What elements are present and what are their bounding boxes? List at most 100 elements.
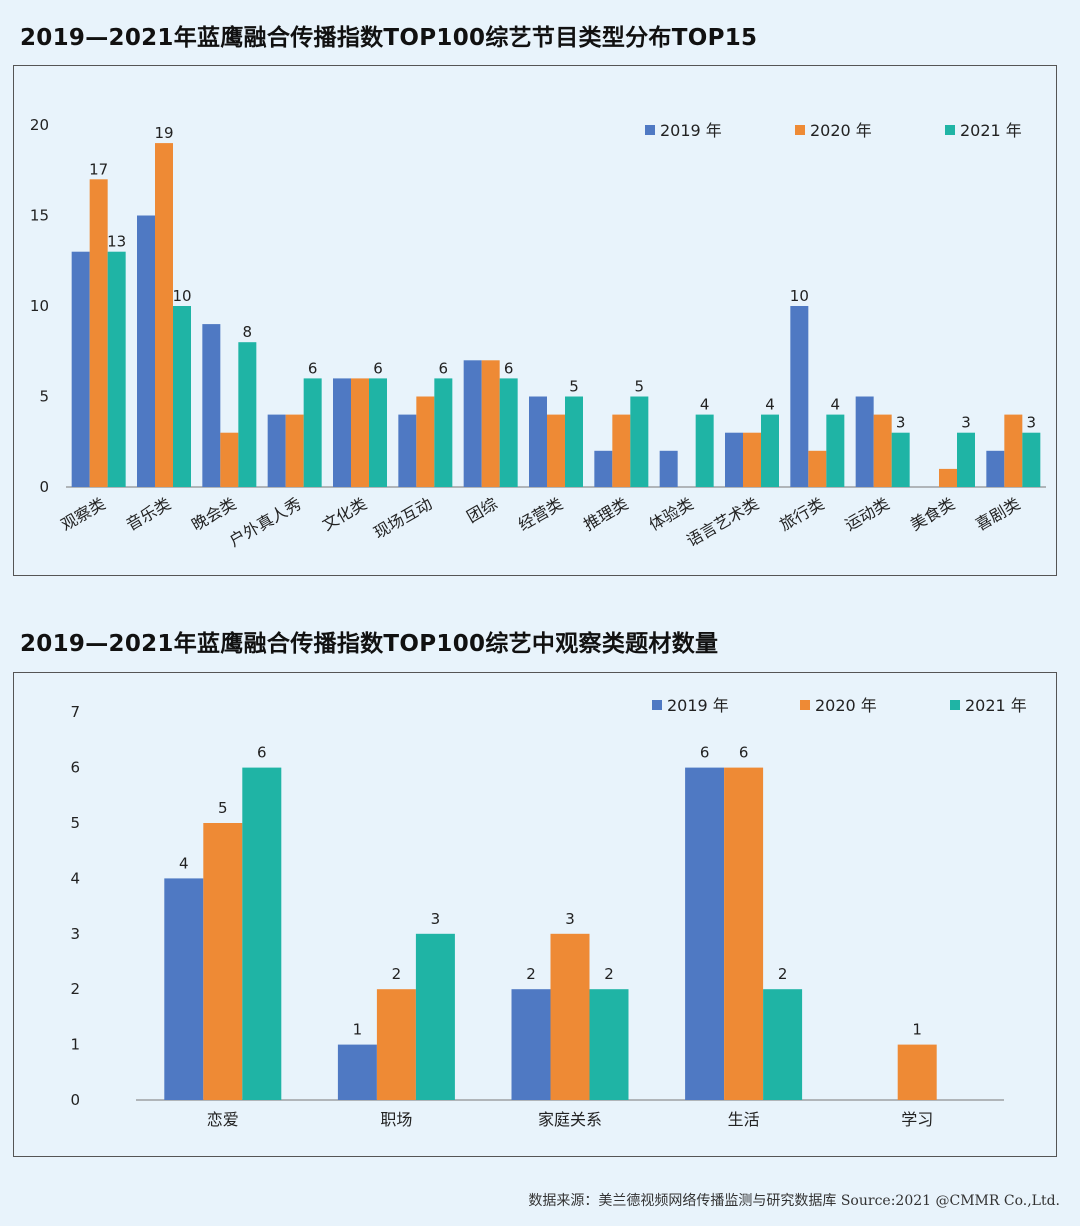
data-label: 10: [790, 287, 809, 305]
data-label: 3: [565, 910, 575, 928]
data-label: 6: [700, 744, 710, 762]
data-label: 2: [526, 965, 536, 983]
data-label: 2: [604, 965, 614, 983]
data-label: 3: [1027, 414, 1037, 432]
data-label: 19: [154, 124, 173, 142]
y-tick-label: 20: [30, 116, 49, 134]
bar-2019-恋爱: [164, 878, 204, 1100]
data-label: 1: [353, 1021, 363, 1039]
bar-2019-户外真人秀: [267, 414, 286, 487]
bar-2021-家庭关系: [589, 989, 629, 1100]
bar-2019-体验类: [659, 450, 678, 487]
legend-swatch-2019: [645, 125, 655, 135]
bar-2019-旅行类: [790, 306, 809, 487]
data-label: 17: [89, 160, 108, 178]
x-tick-label: 喜剧类: [972, 494, 1023, 534]
bar-2019-职场: [337, 1044, 377, 1100]
bar-2020-户外真人秀: [285, 414, 304, 487]
data-label: 13: [107, 233, 126, 251]
x-tick-label: 生活: [728, 1110, 760, 1129]
y-tick-label: 0: [70, 1091, 80, 1109]
x-tick-label: 音乐类: [123, 494, 174, 534]
legend-label: 2021 年: [965, 696, 1027, 715]
bar-2020-推理类: [612, 414, 631, 487]
bar-2021-运动类: [891, 432, 910, 487]
bar-2019-观察类: [71, 251, 90, 487]
x-tick-label: 职场: [380, 1110, 412, 1129]
bar-2021-经营类: [565, 396, 583, 487]
bar-2019-现场互动: [398, 414, 417, 487]
bar-2021-户外真人秀: [303, 378, 322, 487]
bar-2021-现场互动: [434, 378, 453, 487]
data-label: 4: [700, 396, 710, 414]
chart2-svg: 0 1 2 3 4 5 6 7 4 5 6 恋爱 1 2 3 职场 2 3 2 家庭关系 6 6 2 生活 1 学习 2019 年 2…: [70, 696, 1027, 1129]
bar-2020-观察类: [89, 179, 108, 488]
x-tick-label: 学习: [901, 1110, 933, 1129]
legend-swatch-2020: [800, 700, 810, 710]
bar-2019-音乐类: [137, 215, 155, 487]
bar-2021-团综: [499, 378, 518, 487]
x-tick-label: 运动类: [842, 494, 893, 534]
bar-2020-生活: [724, 767, 764, 1100]
bar-2021-语言艺术类: [761, 414, 779, 487]
y-tick-label: 3: [70, 925, 80, 943]
y-tick-label: 7: [70, 703, 80, 721]
bar-2021-旅行类: [826, 414, 845, 487]
bar-2019-团综: [463, 360, 482, 487]
data-label: 6: [373, 359, 383, 377]
y-tick-label: 2: [70, 980, 80, 998]
data-label: 5: [635, 378, 645, 396]
bar-2020-学习: [897, 1044, 937, 1100]
data-label: 10: [172, 287, 191, 305]
legend-label: 2020 年: [810, 121, 872, 140]
bar-2019-家庭关系: [511, 989, 551, 1100]
bar-2021-晚会类: [238, 342, 257, 487]
bar-2020-现场互动: [416, 396, 435, 487]
bar-2020-喜剧类: [1004, 414, 1023, 487]
x-tick-label: 户外真人秀: [226, 494, 305, 550]
bar-2019-经营类: [529, 396, 547, 487]
x-tick-label: 家庭关系: [538, 1110, 602, 1129]
data-label: 3: [431, 910, 441, 928]
legend-label: 2019 年: [660, 121, 722, 140]
bar-2020-恋爱: [203, 823, 243, 1100]
legend-swatch-2021: [945, 125, 955, 135]
chart2-title: 2019—2021年蓝鹰融合传播指数TOP100综艺中观察类题材数量: [20, 631, 719, 657]
data-label: 8: [243, 323, 253, 341]
bar-2021-文化类: [369, 378, 387, 487]
data-label: 4: [831, 396, 841, 414]
bar-2020-运动类: [873, 414, 892, 487]
legend-swatch-2020: [795, 125, 805, 135]
chart1-panel: 0 5 10 15 20 17 13 观察类 19 10 音乐类 8 晚会类 6 户外真人秀 6 文化类 6 现场互…: [13, 65, 1057, 576]
legend-swatch-2021: [950, 700, 960, 710]
bar-2020-旅行类: [808, 450, 827, 487]
data-label: 3: [961, 414, 971, 432]
bar-2020-家庭关系: [550, 933, 590, 1100]
x-tick-label: 团综: [463, 494, 500, 526]
data-label: 6: [308, 359, 318, 377]
data-label: 6: [257, 744, 267, 762]
bar-2021-恋爱: [242, 767, 282, 1100]
bar-2019-生活: [685, 767, 725, 1100]
x-tick-label: 现场互动: [370, 494, 435, 542]
x-tick-label: 推理类: [580, 494, 631, 534]
bar-2021-体验类: [695, 414, 714, 487]
bar-2019-晚会类: [202, 324, 221, 487]
y-tick-label: 4: [70, 869, 80, 887]
x-tick-label: 经营类: [515, 494, 566, 534]
chart1-title: 2019—2021年蓝鹰融合传播指数TOP100综艺节目类型分布TOP15: [20, 25, 758, 51]
data-label: 5: [569, 378, 579, 396]
y-tick-label: 0: [39, 478, 49, 496]
y-tick-label: 15: [30, 207, 49, 225]
bar-2021-音乐类: [173, 306, 191, 487]
bar-2020-职场: [376, 989, 416, 1100]
data-label: 6: [439, 359, 449, 377]
chart1-svg: 0 5 10 15 20 17 13 观察类 19 10 音乐类 8 晚会类 6 户外真人秀 6 文化类 6 现场互…: [30, 116, 1046, 550]
x-tick-label: 文化类: [319, 494, 370, 534]
bar-2020-美食类: [939, 468, 957, 487]
data-label: 6: [739, 744, 749, 762]
legend-label: 2020 年: [815, 696, 877, 715]
x-tick-label: 体验类: [646, 494, 697, 534]
legend-label: 2019 年: [667, 696, 729, 715]
y-tick-label: 10: [30, 297, 49, 315]
